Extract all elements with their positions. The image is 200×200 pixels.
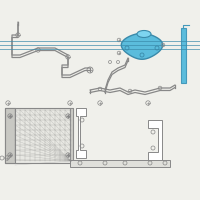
Polygon shape xyxy=(148,120,162,160)
Ellipse shape xyxy=(137,30,151,38)
Bar xyxy=(5,108,73,163)
Bar xyxy=(5,108,15,163)
Polygon shape xyxy=(121,33,163,59)
Bar xyxy=(70,108,73,163)
Bar xyxy=(70,160,170,167)
Polygon shape xyxy=(76,108,86,158)
Bar xyxy=(181,28,186,83)
